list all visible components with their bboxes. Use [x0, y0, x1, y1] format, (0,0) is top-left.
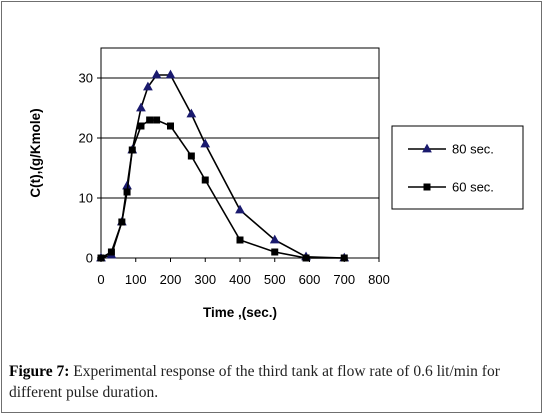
series-a: [96, 69, 350, 262]
data-point: [167, 122, 174, 130]
data-point: [107, 248, 115, 256]
data-point: [151, 69, 162, 79]
data-point: [201, 176, 209, 184]
series-line: [100, 74, 345, 259]
data-point: [269, 234, 280, 244]
data-point: [118, 218, 126, 226]
data-point: [236, 236, 244, 244]
data-point: [123, 188, 131, 196]
data-point: [165, 69, 176, 79]
y-axis-title: C(t),(g/Kmole): [28, 108, 43, 197]
plot-area-border: [100, 47, 380, 259]
x-tick-label: 0: [97, 272, 104, 287]
caption-text: Experimental response of the third tank …: [9, 363, 500, 401]
x-tick-label: 700: [333, 272, 355, 287]
data-point: [97, 254, 105, 262]
x-tick-label: 200: [160, 272, 182, 287]
x-tick-label: 500: [264, 272, 286, 287]
y-tick-label: 20: [79, 131, 93, 146]
data-point: [302, 254, 310, 262]
data-point: [187, 152, 195, 160]
data-point: [128, 146, 136, 154]
data-point: [200, 138, 211, 148]
legend-label: 80 sec.: [452, 142, 494, 157]
legend-marker: [423, 183, 431, 191]
y-tick-label: 30: [79, 71, 93, 86]
legend: 80 sec. 60 sec.: [391, 125, 524, 210]
legend-box: [391, 125, 524, 210]
x-tick-label: 400: [229, 272, 251, 287]
data-point: [137, 122, 145, 130]
x-tick-label: 600: [299, 272, 321, 287]
y-tick-label: 10: [79, 191, 93, 206]
series-line: [100, 119, 345, 259]
data-point: [136, 102, 146, 112]
x-tick-label: 300: [194, 272, 216, 287]
data-point: [146, 116, 154, 124]
legend-label: 60 sec.: [452, 180, 494, 195]
y-tick-label: 0: [86, 251, 93, 266]
data-point: [153, 116, 161, 124]
caption-label: Figure 7:: [9, 363, 70, 380]
data-point: [340, 254, 348, 262]
x-tick-label: 800: [368, 272, 390, 287]
series-layer: [96, 69, 350, 262]
data-point: [271, 248, 279, 256]
x-axis-title: Time ,(sec.): [203, 305, 277, 320]
x-tick-label: 100: [125, 272, 147, 287]
grid-layer: [101, 77, 379, 199]
data-point: [143, 81, 153, 91]
legend-marker: [422, 143, 432, 153]
series-b: [97, 116, 348, 262]
figure-caption: Figure 7: Experimental response of the t…: [9, 361, 539, 403]
data-point: [186, 108, 197, 118]
data-point: [235, 204, 245, 214]
